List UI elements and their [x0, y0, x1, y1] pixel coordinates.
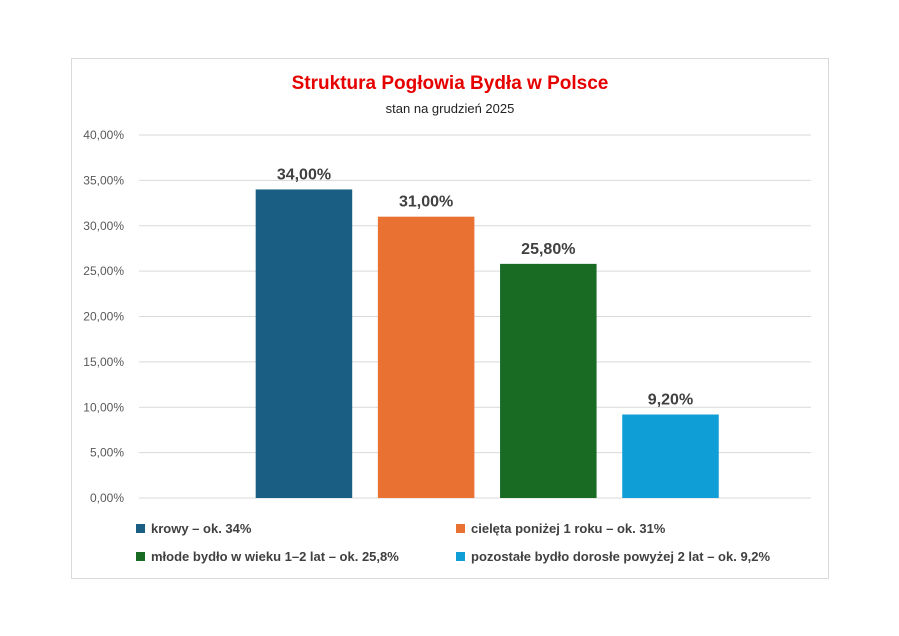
legend-label: krowy – ok. 34%: [151, 521, 252, 536]
bar: [622, 414, 719, 498]
legend-swatch: [456, 552, 465, 561]
legend-label: cielęta poniżej 1 roku – ok. 31%: [471, 521, 666, 536]
y-tick-label: 25,00%: [83, 264, 124, 278]
legend-item: młode bydło w wieku 1–2 lat – ok. 25,8%: [136, 549, 399, 564]
y-tick-label: 10,00%: [83, 400, 124, 414]
legend-swatch: [456, 524, 465, 533]
chart-title: Struktura Pogłowia Bydła w Polsce: [291, 73, 609, 94]
y-tick-label: 0,00%: [90, 491, 124, 505]
bar: [377, 216, 475, 499]
bar: [500, 263, 597, 498]
legend-label: młode bydło w wieku 1–2 lat – ok. 25,8%: [151, 549, 399, 564]
data-label: 34,00%: [277, 166, 331, 183]
y-tick-label: 15,00%: [83, 355, 124, 369]
data-label: 31,00%: [399, 194, 453, 211]
y-tick-label: 20,00%: [83, 310, 124, 324]
legend-swatch: [136, 524, 145, 533]
y-tick-label: 40,00%: [83, 128, 124, 142]
data-label: 9,20%: [648, 392, 693, 409]
chart-plot-area: 0,00% 5,00% 10,00% 15,00% 20,00% 25,00% 30,00%…: [83, 128, 811, 505]
bar: [255, 189, 353, 498]
chart-frame: Struktura Pogłowia Bydła w Polsce stan n…: [71, 58, 829, 579]
legend-swatch: [136, 552, 145, 561]
legend-item: pozostałe bydło dorosłe powyżej 2 lat – …: [456, 549, 770, 564]
legend-label: pozostałe bydło dorosłe powyżej 2 lat – …: [471, 549, 771, 564]
y-tick-label: 5,00%: [90, 446, 124, 460]
chart-subtitle: stan na grudzień 2025: [385, 101, 515, 116]
data-label: 25,80%: [521, 241, 575, 258]
legend-item: cielęta poniżej 1 roku – ok. 31%: [456, 521, 665, 536]
y-tick-label: 30,00%: [83, 219, 124, 233]
legend-item: krowy – ok. 34%: [136, 521, 251, 536]
y-tick-label: 35,00%: [83, 173, 124, 187]
